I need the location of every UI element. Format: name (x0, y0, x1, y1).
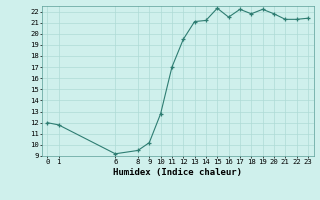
X-axis label: Humidex (Indice chaleur): Humidex (Indice chaleur) (113, 168, 242, 177)
